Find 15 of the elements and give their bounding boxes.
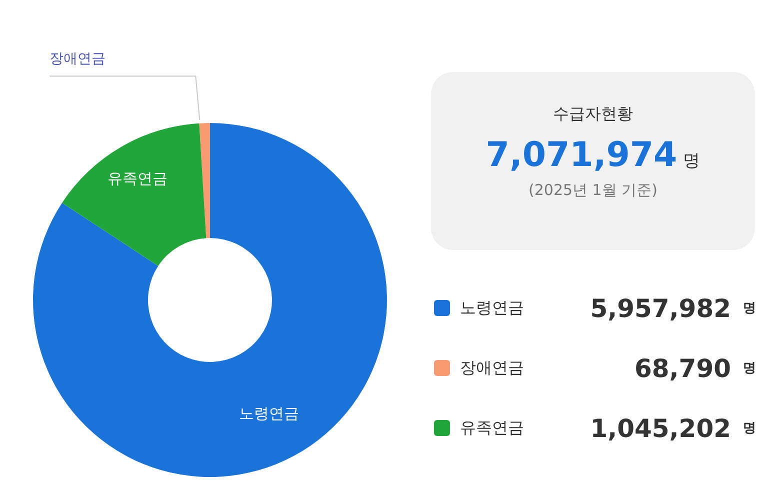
legend-label: 노령연금 [460, 298, 524, 318]
donut-slice [199, 123, 210, 238]
text: 수급자현황 [552, 104, 634, 125]
data-label: 5,957,982 명 [590, 294, 756, 322]
legend-label: 장애연금 [460, 358, 524, 378]
legend-label: 유족연금 [460, 418, 524, 438]
data-label: 68,790 명 [634, 354, 756, 382]
slice-label: 유족연금 [108, 170, 168, 188]
slice-label: 장애연금 [50, 51, 106, 68]
text: 7,071,974 명 [484, 135, 702, 175]
donut-slice [62, 123, 206, 266]
slice-label: 노령연금 [238, 404, 299, 422]
data-label: 1,045,202 명 [590, 414, 756, 442]
text: (2025년 1월 기준) [528, 181, 658, 200]
donut-slice [33, 123, 387, 477]
